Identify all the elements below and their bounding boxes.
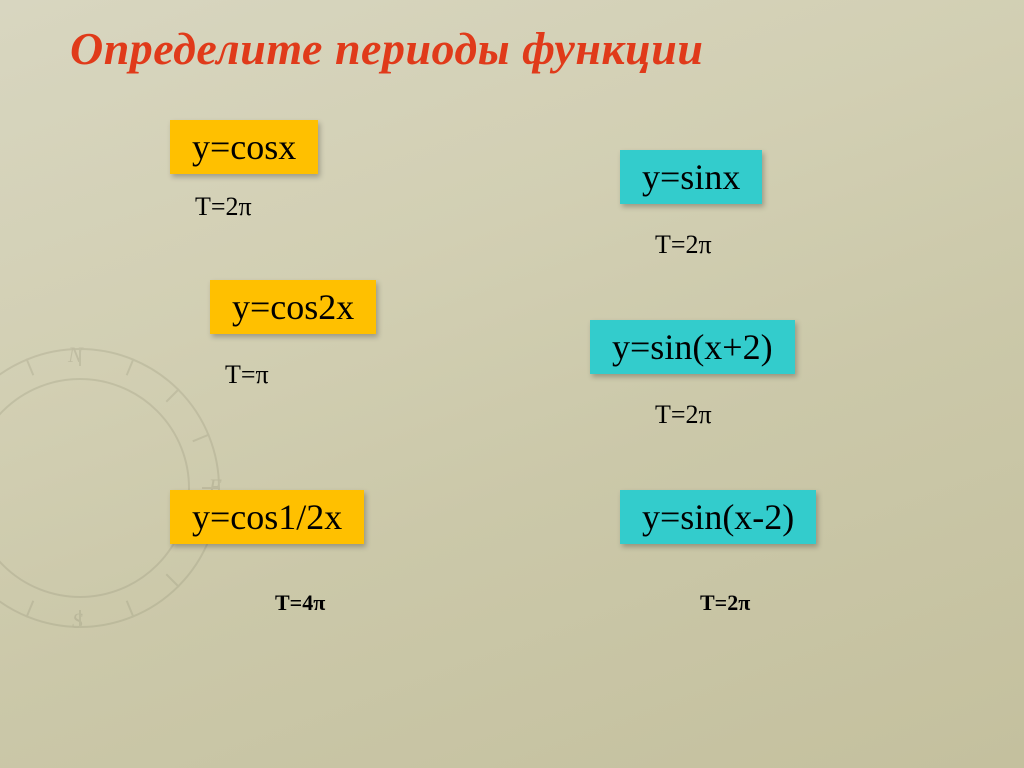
formula-coshalfx: y=cos1/2x [170, 490, 364, 544]
formula-sinxp2: y=sin(x+2) [590, 320, 795, 374]
compass-tick [192, 434, 209, 443]
formula-sinx: y=sinx [620, 150, 762, 204]
slide: N S W E Определите периоды функции y=cos… [0, 0, 1024, 768]
compass-n: N [68, 342, 83, 368]
formula-cos2x: y=cos2x [210, 280, 376, 334]
formula-sinxm2: y=sin(x-2) [620, 490, 816, 544]
slide-title: Определите периоды функции [70, 22, 703, 75]
compass-tick [26, 600, 35, 617]
period-sinxm2: T=2π [700, 590, 750, 616]
compass-tick [166, 574, 180, 588]
compass-tick [126, 600, 135, 617]
period-cosx: T=2π [195, 192, 252, 222]
compass-tick [166, 388, 180, 402]
compass-tick [126, 358, 135, 375]
compass-decoration: N S W E [0, 348, 220, 628]
period-sinxp2: T=2π [655, 400, 712, 430]
compass-tick [26, 358, 35, 375]
period-sinx: T=2π [655, 230, 712, 260]
formula-cosx: y=cosx [170, 120, 318, 174]
compass-tick [79, 610, 81, 628]
compass-tick [79, 348, 81, 366]
compass-s: S [72, 608, 83, 634]
period-cos2x: T=π [225, 360, 269, 390]
period-coshalfx: T=4π [275, 590, 325, 616]
compass-tick [202, 487, 220, 489]
